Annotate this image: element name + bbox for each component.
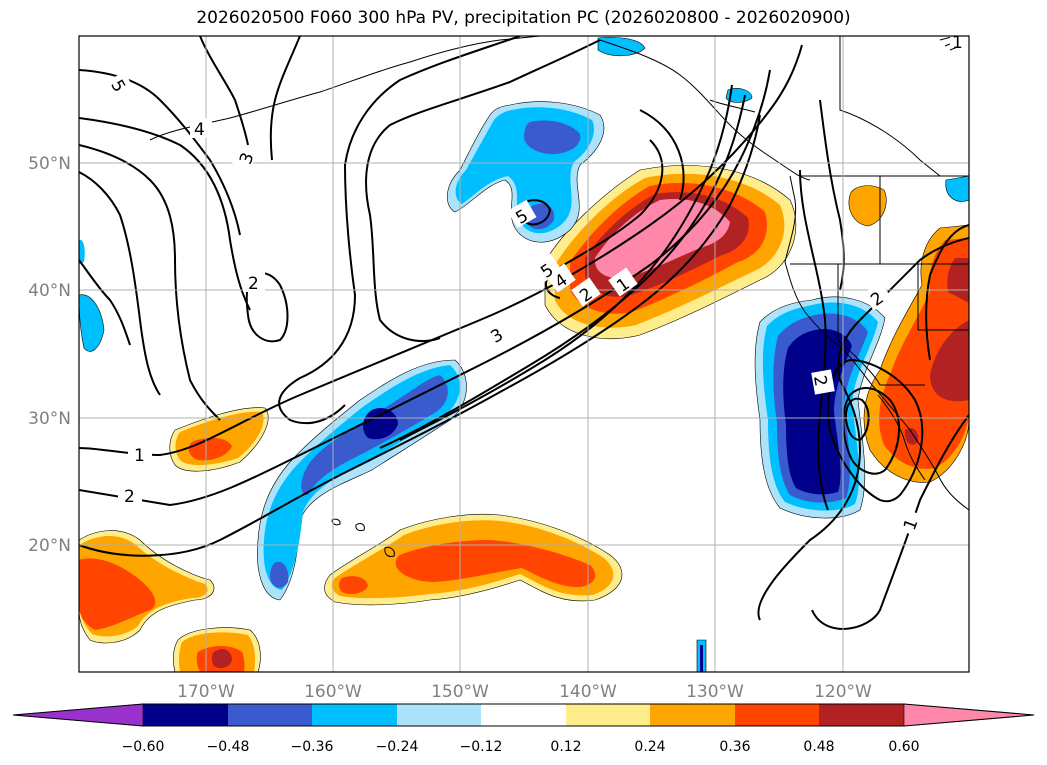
lon-label-120w: 120°W: [814, 682, 872, 702]
pv-contour-1-ne: [811, 414, 969, 630]
colorbar-segment: [481, 704, 566, 726]
contour-label: 2: [248, 274, 259, 294]
colorbar-segment: [819, 704, 904, 726]
map-title: 2026020500 F060 300 hPa PV, precipitatio…: [196, 8, 851, 28]
longitude-labels: 170°W 160°W 150°W 140°W 130°W 120°W: [177, 682, 872, 702]
lon-label-140w: 140°W: [559, 682, 617, 702]
pv-contours: [79, 36, 969, 630]
colorbar-segment: [566, 704, 650, 726]
lon-label-160w: 160°W: [304, 682, 362, 702]
contour-label: 1: [134, 446, 145, 466]
latitude-labels: 20°N 30°N 40°N 50°N: [28, 154, 71, 556]
lon-label-170w: 170°W: [177, 682, 235, 702]
colorbar-tick-label: 0.12: [550, 739, 581, 755]
map-plot-area: 1 1 1 1 2 2 2 2 2 3 3 4 4 5: [79, 33, 969, 672]
map-frame: [78, 35, 970, 673]
lat-label-50n: 50°N: [28, 154, 71, 174]
pv-contour-labels: 1 1 1 1 2 2 2 2 2 3 3 4 4 5: [106, 33, 968, 536]
colorbar-tick-label: 0.48: [803, 739, 834, 755]
precip-filled-contours: [79, 37, 969, 672]
colorbar-segment: [650, 704, 735, 726]
contour-label: 4: [194, 120, 205, 140]
coastlines: [149, 36, 969, 557]
lon-label-130w: 130°W: [686, 682, 744, 702]
colorbar-tick-label: −0.12: [460, 739, 503, 755]
colorbar-tick-label: −0.60: [122, 739, 165, 755]
colorbar-segment: [228, 704, 312, 726]
lat-label-20n: 20°N: [28, 536, 71, 556]
contour-label: 2: [124, 487, 135, 507]
pv-contour-5: [399, 84, 733, 441]
pv-contour-2: [79, 69, 771, 507]
colorbar: −0.60 −0.48 −0.36 −0.24 −0.12 0.12 0.24 …: [12, 703, 1035, 755]
colorbar-tick-label: 0.36: [719, 739, 750, 755]
contour-label: 1: [952, 33, 963, 53]
colorbar-segment: [143, 704, 228, 726]
contour-label: 2: [809, 374, 831, 388]
colorbar-tick-label: −0.36: [291, 739, 334, 755]
colorbar-extend-high: [903, 703, 1035, 727]
lon-label-150w: 150°W: [431, 682, 489, 702]
colorbar-tick-label: −0.24: [376, 739, 419, 755]
colorbar-extend-low: [12, 703, 144, 727]
colorbar-segment: [397, 704, 481, 726]
lat-label-30n: 30°N: [28, 409, 71, 429]
colorbar-tick-label: −0.48: [207, 739, 250, 755]
colorbar-tick-label: 0.24: [634, 739, 665, 755]
colorbar-tick-label: 0.60: [888, 739, 919, 755]
pv-contour-3: [79, 114, 761, 557]
colorbar-segment: [312, 704, 397, 726]
lat-label-40n: 40°N: [28, 281, 71, 301]
map-gridlines: [79, 36, 969, 672]
baja-coastline: [877, 394, 926, 481]
colorbar-segment: [735, 704, 819, 726]
